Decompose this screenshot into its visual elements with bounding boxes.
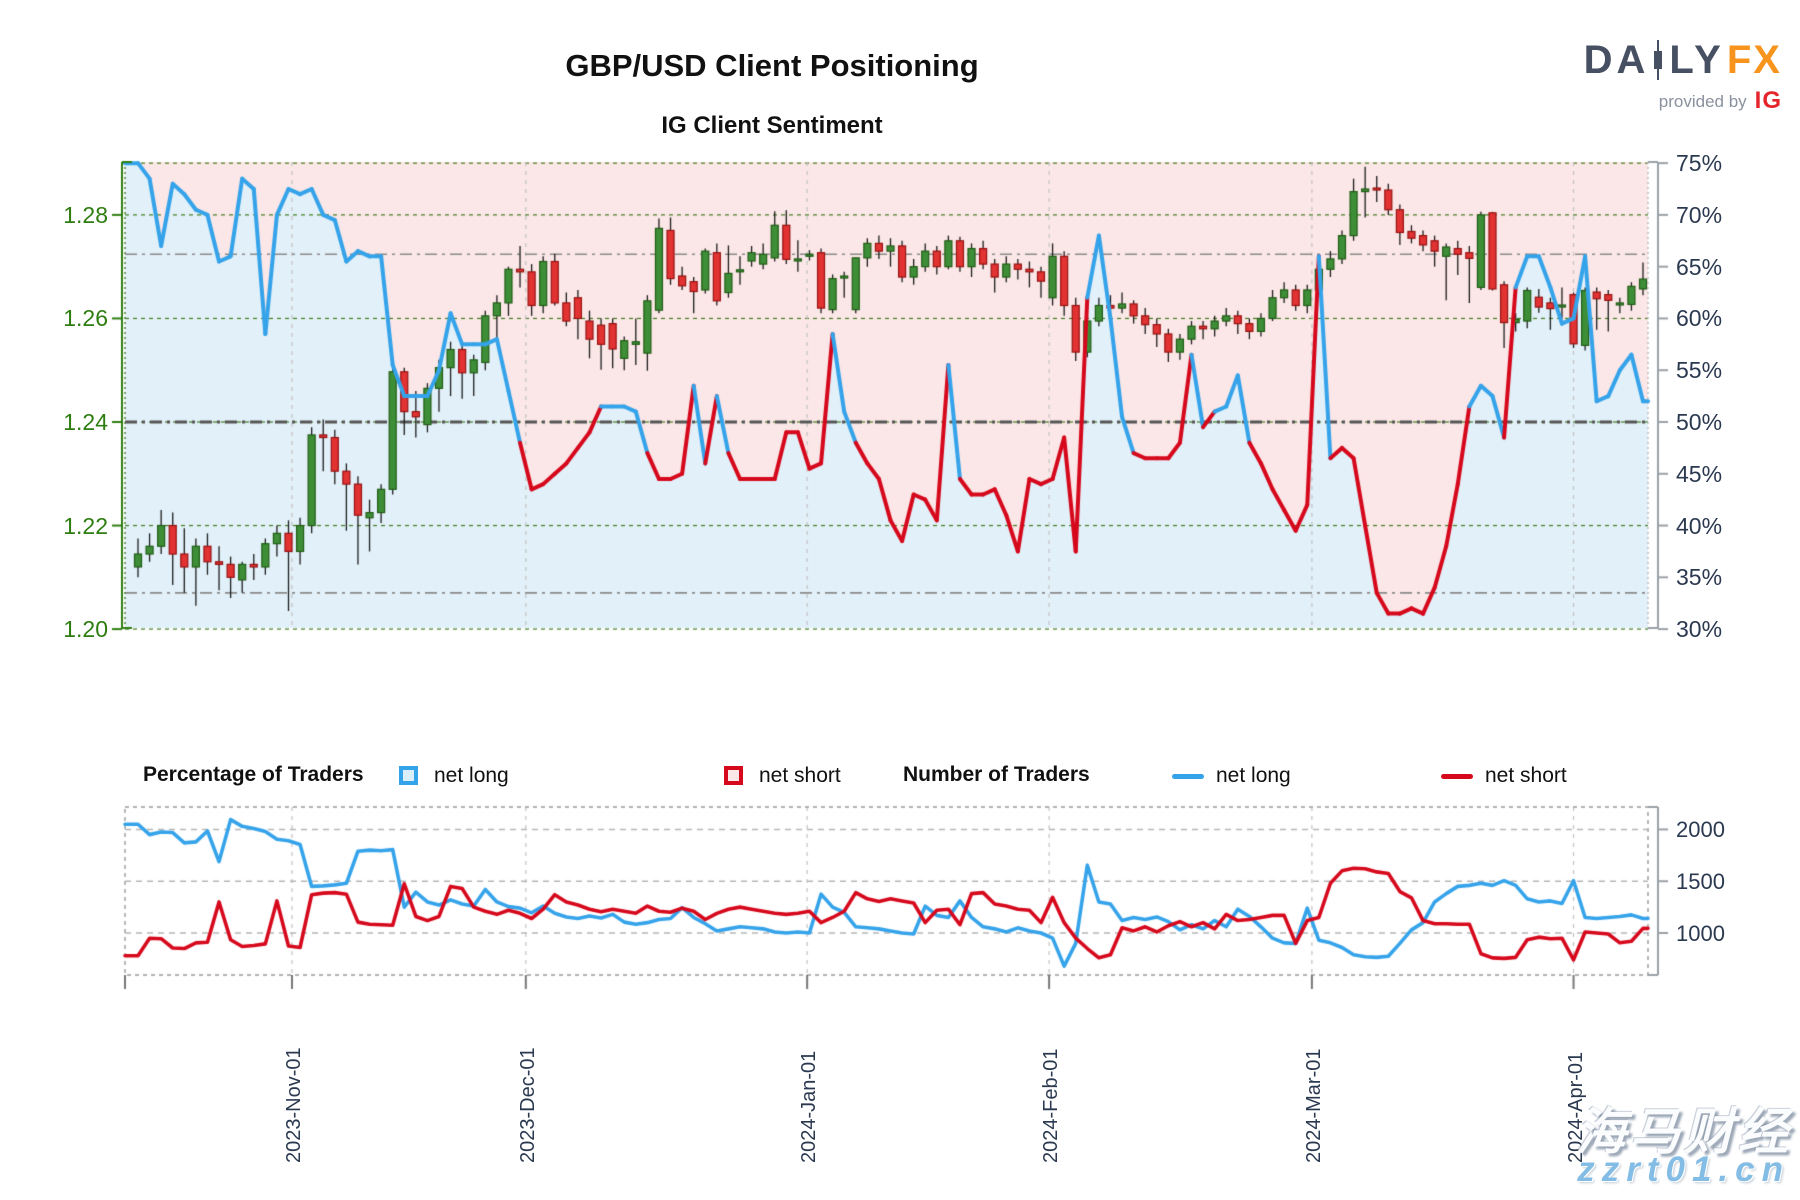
- percent-tick-label: 70%: [1676, 201, 1723, 228]
- legend-number-title: Number of Traders: [903, 763, 1090, 786]
- count-tick-label: 1500: [1676, 869, 1725, 895]
- percent-tick-label: 45%: [1676, 460, 1723, 487]
- count-tick-label: 1000: [1676, 921, 1725, 946]
- logo-text-ly: LY: [1669, 38, 1725, 82]
- watermark-brand: 海马财经: [1576, 1104, 1792, 1160]
- percentage-net-short-label: net short: [759, 764, 841, 787]
- dailyfx-wordmark: DA LY FX: [1584, 40, 1782, 80]
- percent-tick-label: 50%: [1676, 409, 1723, 435]
- chart-title: GBP/USD Client Positioning: [565, 48, 979, 83]
- number-net-long-line-icon: [1172, 774, 1204, 779]
- logo-text-da: DA: [1583, 38, 1650, 82]
- date-tick-label: 2023-Dec-01: [516, 1047, 539, 1163]
- watermark-url: zzrt01.cn: [1577, 1150, 1790, 1189]
- legend-percentage-title: Percentage of Traders: [143, 763, 364, 786]
- dailyfx-logo[interactable]: DA LY FX provided by IG: [1584, 40, 1782, 113]
- count-tick-label: 2000: [1676, 817, 1725, 843]
- date-tick-label: 2024-Jan-01: [798, 1050, 821, 1163]
- date-tick-label: 2024-Mar-01: [1302, 1048, 1325, 1163]
- number-net-short-label: net short: [1485, 764, 1567, 787]
- percentage-net-long-label: net long: [434, 764, 509, 787]
- logo-text-fx: FX: [1726, 38, 1782, 82]
- price-tick-label: 1.20: [63, 616, 108, 643]
- percentage-net-long-swatch-icon: [399, 766, 418, 785]
- percent-tick-label: 35%: [1676, 564, 1723, 591]
- date-tick-label: 2023-Nov-01: [282, 1047, 305, 1163]
- ig-logo: IG: [1754, 87, 1782, 114]
- number-net-short-line-icon: [1441, 774, 1473, 779]
- percent-tick-label: 60%: [1676, 305, 1723, 332]
- date-tick-label: 2024-Feb-01: [1040, 1048, 1063, 1163]
- chart-subtitle: IG Client Sentiment: [661, 112, 883, 139]
- candlestick-icon: [1654, 40, 1663, 80]
- percent-tick-label: 40%: [1676, 512, 1723, 539]
- price-tick-label: 1.26: [63, 305, 108, 332]
- price-tick-label: 1.22: [63, 512, 108, 539]
- price-tick-label: 1.28: [63, 201, 108, 228]
- percent-tick-label: 55%: [1676, 357, 1723, 384]
- number-net-long-label: net long: [1216, 764, 1291, 787]
- percentage-net-short-swatch-icon: [724, 766, 743, 785]
- provided-by-text: provided by: [1658, 91, 1747, 111]
- percent-tick-label: 75%: [1676, 150, 1723, 177]
- percent-tick-label: 65%: [1676, 253, 1723, 280]
- price-tick-label: 1.24: [63, 409, 108, 435]
- percent-tick-label: 30%: [1676, 616, 1723, 643]
